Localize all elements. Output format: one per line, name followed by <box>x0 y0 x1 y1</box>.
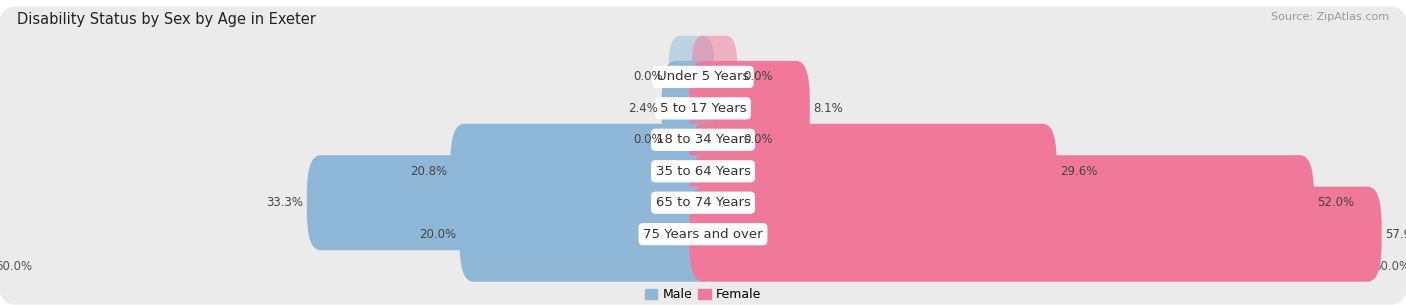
Text: Source: ZipAtlas.com: Source: ZipAtlas.com <box>1271 12 1389 22</box>
Text: 0.0%: 0.0% <box>633 133 662 146</box>
FancyBboxPatch shape <box>689 124 1057 219</box>
Text: 0.0%: 0.0% <box>744 70 773 83</box>
FancyBboxPatch shape <box>0 101 1406 242</box>
FancyBboxPatch shape <box>0 38 1406 179</box>
Text: 20.8%: 20.8% <box>409 165 447 178</box>
Text: Disability Status by Sex by Age in Exeter: Disability Status by Sex by Age in Exete… <box>17 12 316 27</box>
Text: 75 Years and over: 75 Years and over <box>643 228 763 241</box>
Text: 65 to 74 Years: 65 to 74 Years <box>655 196 751 209</box>
FancyBboxPatch shape <box>669 36 714 118</box>
FancyBboxPatch shape <box>669 99 714 181</box>
FancyBboxPatch shape <box>0 164 1406 305</box>
Text: 52.0%: 52.0% <box>1317 196 1354 209</box>
FancyBboxPatch shape <box>450 124 717 219</box>
Text: Under 5 Years: Under 5 Years <box>657 70 749 83</box>
Text: 35 to 64 Years: 35 to 64 Years <box>655 165 751 178</box>
FancyBboxPatch shape <box>692 36 738 118</box>
Legend: Male, Female: Male, Female <box>640 283 766 305</box>
FancyBboxPatch shape <box>662 61 717 156</box>
FancyBboxPatch shape <box>307 155 717 250</box>
Text: 2.4%: 2.4% <box>628 102 658 115</box>
FancyBboxPatch shape <box>0 69 1406 210</box>
Text: 5 to 17 Years: 5 to 17 Years <box>659 102 747 115</box>
Text: 29.6%: 29.6% <box>1060 165 1098 178</box>
Text: 0.0%: 0.0% <box>633 70 662 83</box>
FancyBboxPatch shape <box>692 99 738 181</box>
FancyBboxPatch shape <box>689 187 1382 282</box>
Text: 0.0%: 0.0% <box>744 133 773 146</box>
FancyBboxPatch shape <box>689 155 1313 250</box>
FancyBboxPatch shape <box>460 187 717 282</box>
FancyBboxPatch shape <box>0 132 1406 273</box>
Text: 18 to 34 Years: 18 to 34 Years <box>655 133 751 146</box>
Text: 20.0%: 20.0% <box>419 228 456 241</box>
Text: 57.9%: 57.9% <box>1385 228 1406 241</box>
FancyBboxPatch shape <box>0 6 1406 147</box>
FancyBboxPatch shape <box>689 61 810 156</box>
Text: 33.3%: 33.3% <box>266 196 304 209</box>
Text: 8.1%: 8.1% <box>813 102 844 115</box>
